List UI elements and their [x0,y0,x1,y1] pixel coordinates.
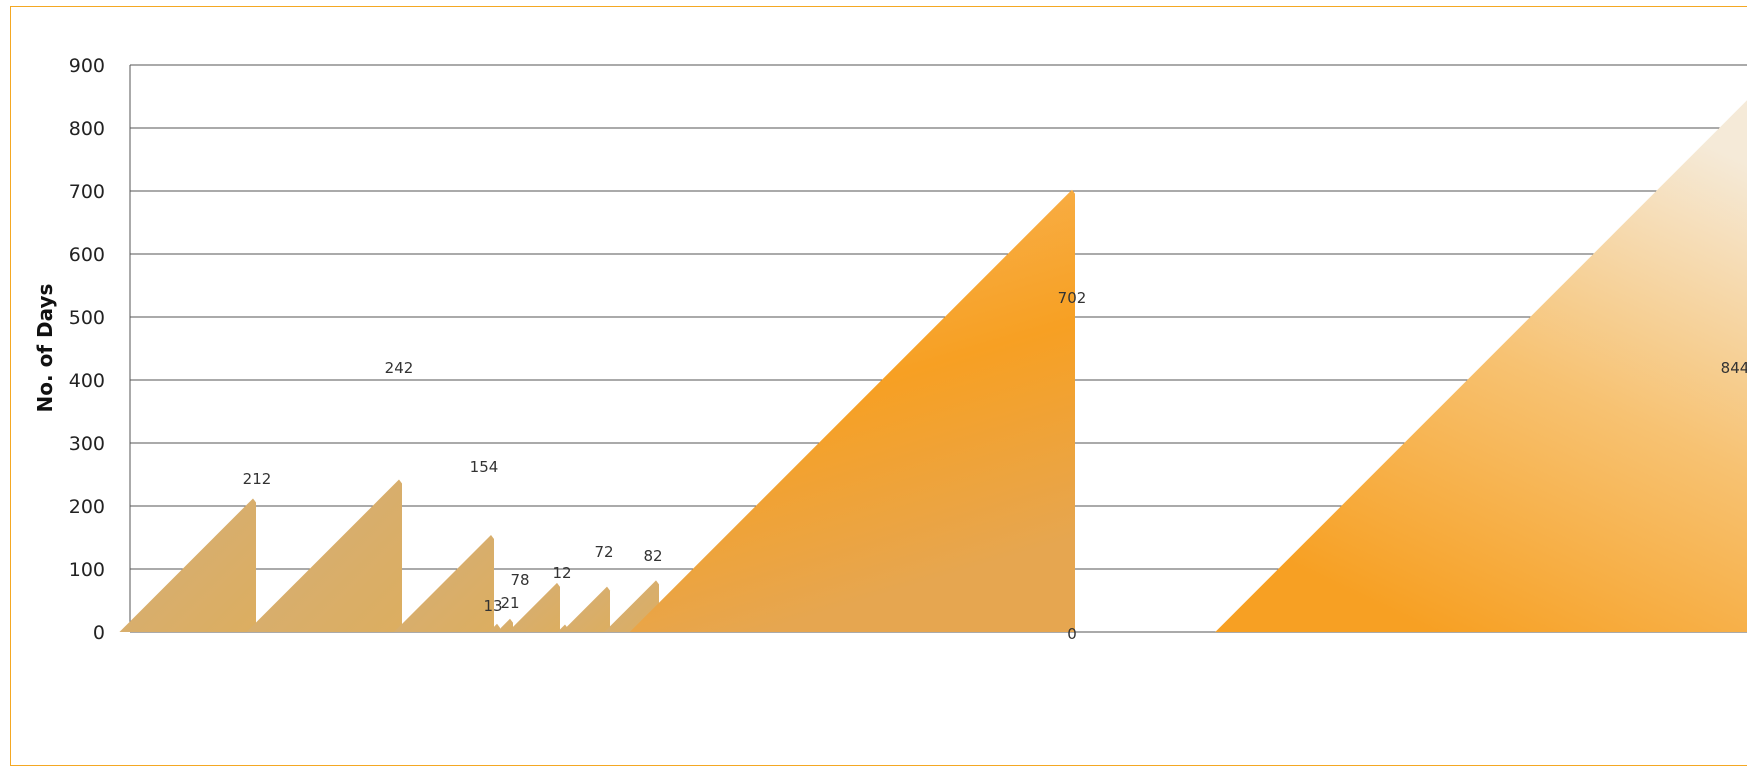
data-label: 702 [1058,289,1087,307]
area-peak [629,189,1075,633]
data-label: 12 [552,564,571,582]
data-label: 13 [483,597,502,615]
chart-canvas: 0 100 200 300 400 500 600 700 800 900 212 242 154 13… [33,55,1747,644]
data-label-zero: 0 [1067,625,1077,643]
y-tick-label: 200 [69,496,105,518]
data-label: 72 [594,543,613,561]
data-label: 78 [510,571,529,589]
y-tick-label: 700 [69,181,105,203]
y-tick-label: 0 [93,622,105,644]
data-label: 21 [500,594,519,612]
y-axis-title: No. of Days [33,284,57,413]
data-label: 212 [243,470,272,488]
data-label: 154 [470,458,499,476]
area-peak [561,586,610,632]
data-label: 82 [643,547,662,565]
area-peak [393,534,494,632]
y-axis-tick-labels: 0 100 200 300 400 500 600 700 800 900 [69,55,105,644]
y-tick-label: 600 [69,244,105,266]
y-tick-label: 500 [69,307,105,329]
y-tick-label: 800 [69,118,105,140]
data-label: 242 [385,359,414,377]
chart-marks [119,100,1747,633]
area-peak [1215,100,1747,632]
area-peak [496,618,513,632]
area-peak [119,498,256,632]
area-peak [507,582,560,632]
y-tick-label: 100 [69,559,105,581]
y-tick-label: 300 [69,433,105,455]
y-tick-label: 900 [69,55,105,77]
area-peak [246,479,402,632]
y-tick-label: 400 [69,370,105,392]
area-peak [488,623,500,632]
data-label: 844 [1721,359,1747,377]
